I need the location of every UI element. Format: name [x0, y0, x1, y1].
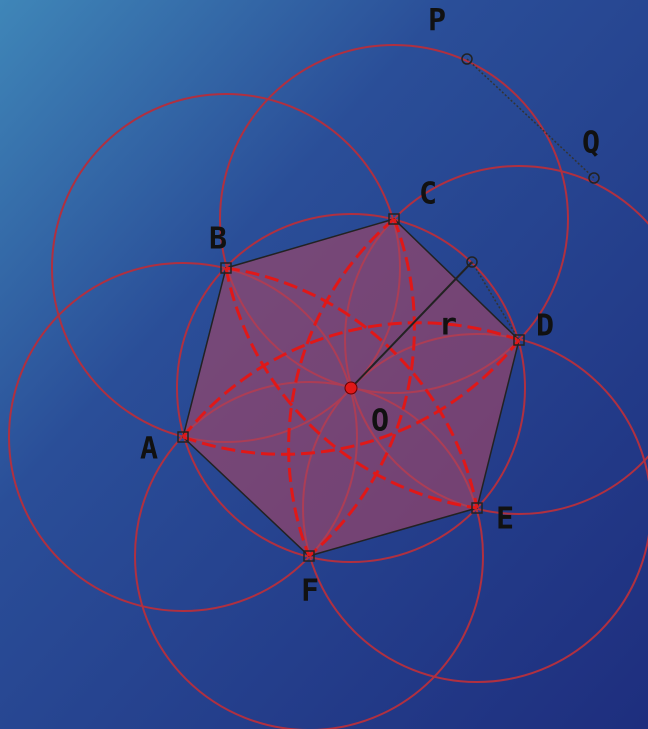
point-c[interactable]: [388, 213, 400, 225]
label: B: [209, 222, 227, 257]
label: O: [371, 404, 389, 439]
label: Q: [582, 126, 600, 161]
radius-segment: [350, 261, 473, 389]
label: C: [419, 177, 437, 212]
handles: [177, 53, 600, 562]
center-o[interactable]: [344, 381, 358, 395]
petal: [308, 218, 416, 558]
label: F: [301, 574, 319, 609]
point-r[interactable]: [466, 256, 478, 268]
circle-o: [176, 213, 526, 563]
point-q[interactable]: [588, 172, 600, 184]
point-b[interactable]: [220, 262, 232, 274]
label: A: [140, 432, 158, 467]
label: E: [496, 502, 514, 537]
point-a[interactable]: [177, 431, 189, 443]
label: D: [536, 309, 554, 344]
point-f[interactable]: [303, 550, 315, 562]
label: P: [428, 4, 446, 39]
point-e[interactable]: [471, 502, 483, 514]
segment-pq: [466, 58, 595, 179]
petal: [181, 321, 520, 438]
petal: [287, 217, 395, 557]
petal: [182, 339, 521, 456]
label: r: [439, 308, 457, 343]
guide: [471, 261, 520, 341]
point-d[interactable]: [513, 334, 525, 346]
point-p[interactable]: [461, 53, 473, 65]
petal: [224, 267, 478, 510]
